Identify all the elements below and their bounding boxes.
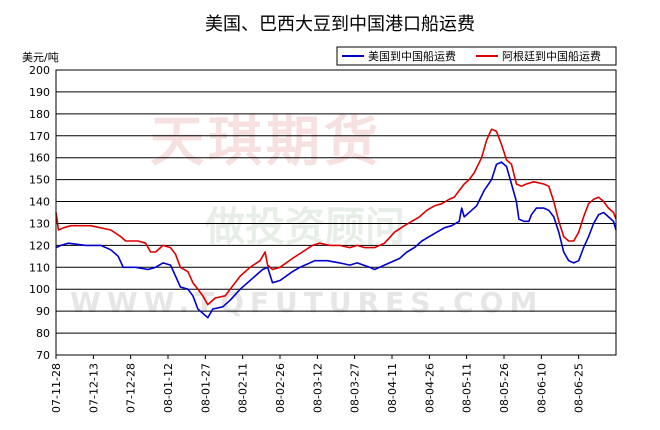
y-tick-label: 190 <box>29 86 50 99</box>
y-tick-label: 80 <box>36 327 50 340</box>
watermark-url: WWW.TQFUTURES.COM <box>70 286 543 319</box>
legend: 美国到中国船运费 阿根廷到中国船运费 <box>336 46 617 66</box>
y-axis-label: 美元/吨 <box>22 51 59 64</box>
y-tick-label: 150 <box>29 174 50 187</box>
watermark: 天琪期货 做投资顾问 WWW.TQFUTURES.COM <box>70 110 543 319</box>
x-tick-label: 08-06-25 <box>573 363 586 413</box>
x-tick-label: 08-01-27 <box>199 363 212 413</box>
x-tick-label: 08-04-11 <box>386 363 399 413</box>
y-tick-label: 180 <box>29 108 50 121</box>
chart-title: 美国、巴西大豆到中国港口船运费 <box>205 14 475 35</box>
x-tick-label: 08-03-12 <box>311 363 324 413</box>
x-tick-label: 08-06-10 <box>535 363 548 413</box>
x-tick-labels: 07-11-28 07-12-13 07-12-28 08-01-12 08-01-27… <box>50 355 586 413</box>
x-tick-label: 08-03-27 <box>349 363 362 413</box>
series-line-argentina <box>55 128 617 306</box>
x-tick-label: 08-05-26 <box>498 363 511 413</box>
watermark-brand: 天琪期货 <box>150 110 382 173</box>
legend-label-argentina: 阿根廷到中国船运费 <box>502 49 601 63</box>
x-tick-label: 08-02-11 <box>237 363 250 413</box>
x-tick-label: 08-04-26 <box>423 363 436 413</box>
x-tick-label: 08-01-12 <box>162 363 175 413</box>
y-tick-label: 110 <box>29 261 50 274</box>
y-tick-label: 90 <box>36 305 50 318</box>
x-tick-label: 07-12-28 <box>125 363 138 413</box>
y-tick-label: 70 <box>36 349 50 362</box>
legend-label-us: 美国到中国船运费 <box>368 49 456 63</box>
y-tick-label: 170 <box>29 130 50 143</box>
y-tick-label: 100 <box>29 283 50 296</box>
y-tick-label: 130 <box>29 217 50 230</box>
watermark-slogan: 做投资顾问 <box>204 204 405 250</box>
x-tick-label: 08-02-26 <box>274 363 287 413</box>
y-tick-labels: 70 80 90 100 110 120 130 140 150 160 170 180 190 200 <box>29 64 50 362</box>
y-tick-label: 120 <box>29 239 50 252</box>
series-lines <box>55 128 617 319</box>
x-tick-label: 07-11-28 <box>50 363 63 413</box>
x-tick-label: 07-12-13 <box>87 363 100 413</box>
y-tick-label: 160 <box>29 152 50 165</box>
y-tick-label: 140 <box>29 196 50 209</box>
y-tick-label: 200 <box>29 64 50 77</box>
x-tick-label: 08-05-11 <box>461 363 474 413</box>
plot-frame <box>55 69 617 356</box>
series-line-us <box>55 161 617 319</box>
